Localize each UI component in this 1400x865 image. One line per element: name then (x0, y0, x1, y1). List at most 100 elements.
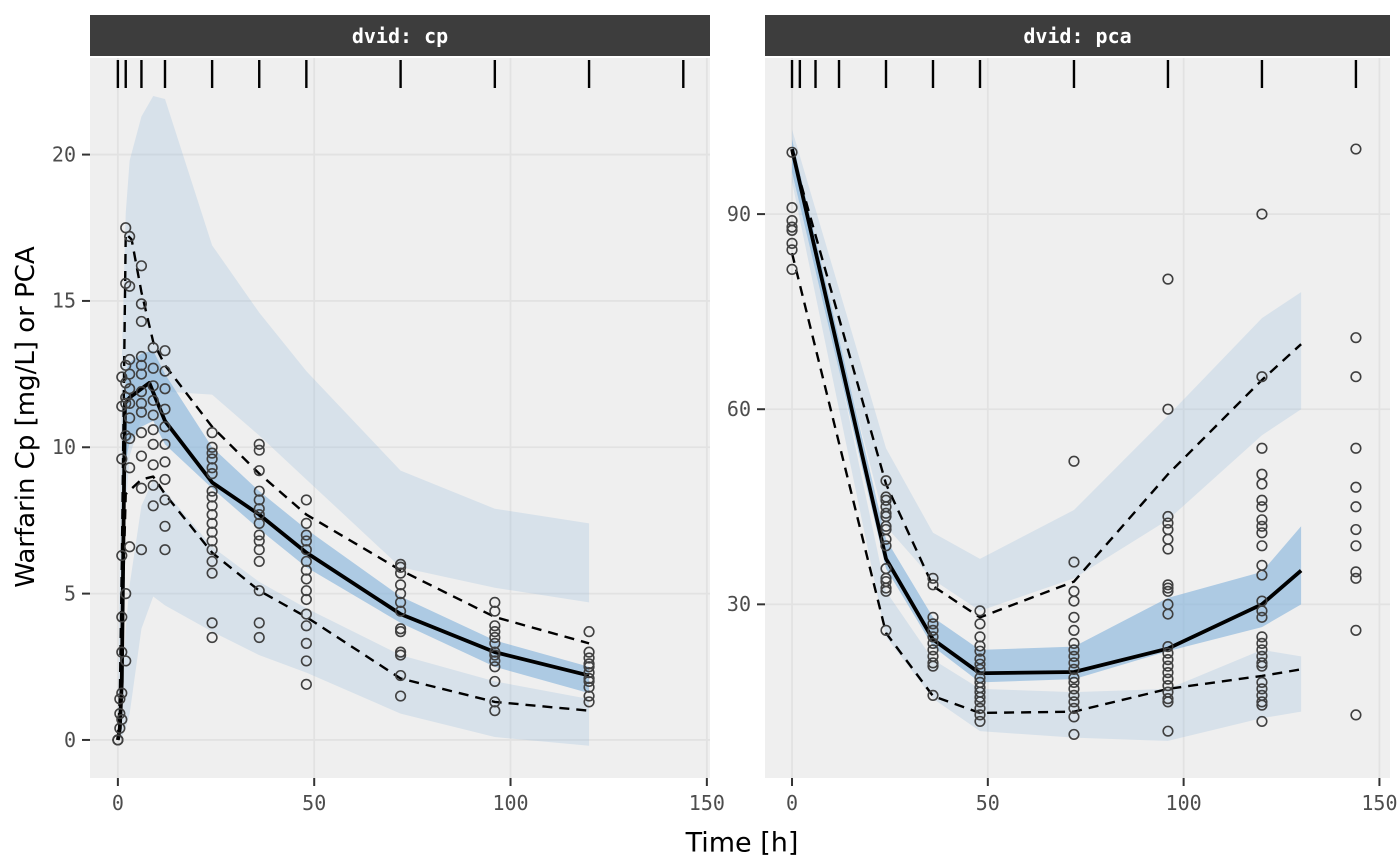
obs-point (1256, 559, 1268, 571)
obs-point (1350, 624, 1362, 636)
obs-point (300, 573, 312, 585)
obs-point (147, 409, 159, 421)
obs-point (253, 585, 265, 597)
obs-point (583, 667, 595, 679)
obs-point (880, 562, 892, 575)
obs-point (1068, 728, 1080, 741)
obs-point (1350, 540, 1362, 552)
obs-point (489, 655, 501, 667)
observations (112, 222, 595, 746)
obs-point (974, 672, 986, 684)
obs-point (974, 605, 986, 617)
obs-point (880, 523, 892, 536)
rug (116, 60, 685, 88)
obs-point (880, 575, 892, 588)
facet-label-cp: dvid: cp (351, 23, 449, 48)
ribbon-outer-upper (792, 129, 1302, 611)
obs-point (1256, 683, 1268, 695)
obs-point (1162, 647, 1174, 659)
obs-point (147, 500, 159, 512)
obs-point (1162, 680, 1174, 692)
obs-point (120, 588, 132, 600)
obs-point (974, 702, 986, 715)
obs-point (124, 280, 136, 292)
obs-point (147, 362, 159, 374)
obs-point (300, 678, 312, 690)
obs-point (1256, 514, 1268, 526)
obs-point (489, 631, 501, 644)
obs-point (786, 263, 798, 275)
obs-point (112, 734, 124, 746)
obs-point (147, 479, 159, 491)
obs-point (1162, 273, 1174, 285)
obs-point (1068, 650, 1080, 662)
x-tick-label: 50 (976, 791, 1000, 815)
obs-point (583, 681, 595, 693)
obs-point (394, 623, 407, 635)
obs-point (489, 620, 501, 632)
obs-point (206, 567, 218, 579)
x-axis: 0 50 100 150 (112, 778, 725, 815)
obs-point (253, 503, 265, 515)
obs-point (253, 438, 265, 450)
panel-layers (786, 129, 1362, 741)
obs-point (135, 298, 148, 310)
obs-point (116, 687, 128, 699)
obs-point (394, 626, 407, 638)
obs-point (300, 529, 312, 541)
obs-point (1256, 371, 1268, 383)
obs-point (1350, 481, 1362, 493)
obs-point (116, 453, 128, 465)
obs-point (394, 558, 407, 570)
obs-point (1068, 689, 1080, 701)
obs-point (394, 649, 407, 661)
obs-point (1162, 660, 1174, 672)
obs-point (1068, 663, 1080, 675)
obs-point (159, 473, 171, 486)
obs-point (159, 438, 171, 450)
obs-point (300, 608, 312, 620)
obs-point (300, 544, 312, 556)
obs-point (489, 675, 501, 688)
obs-point (927, 657, 939, 669)
obs-point (974, 645, 986, 657)
facet-label-pca: dvid: pca (1023, 23, 1132, 48)
obs-point (135, 260, 148, 272)
x-tick-label: 50 (302, 791, 326, 815)
obs-point (253, 555, 265, 568)
obs-point (786, 244, 798, 256)
obs-point (1256, 442, 1268, 454)
obs-point (1162, 585, 1174, 597)
obs-point (147, 380, 159, 392)
obs-point (1068, 711, 1080, 723)
obs-point (974, 658, 986, 670)
x-tick-label: 100 (492, 791, 528, 815)
obs-point (300, 620, 312, 632)
obs-point (300, 655, 312, 667)
obs-point (880, 491, 892, 503)
obs-point (394, 596, 407, 608)
obs-point (927, 572, 939, 584)
obs-point (135, 544, 148, 556)
obs-point (206, 491, 218, 503)
obs-point (1350, 709, 1362, 721)
obs-point (1350, 332, 1362, 344)
obs-point (1256, 527, 1268, 539)
obs-point (1350, 523, 1362, 536)
obs-point (1068, 455, 1080, 467)
obs-point (394, 669, 407, 682)
obs-point (253, 544, 265, 556)
obs-point (253, 494, 265, 506)
obs-point (1162, 641, 1174, 653)
obs-point (253, 465, 265, 477)
obs-point (1256, 650, 1268, 662)
obs-point (206, 447, 218, 459)
obs-point (489, 705, 501, 717)
obs-point (124, 383, 136, 395)
obs-point (300, 593, 312, 606)
obs-point (1256, 501, 1268, 513)
obs-point (394, 567, 407, 579)
y-tick-label: 0 (64, 728, 76, 752)
ribbon-outer-upper (117, 96, 590, 740)
